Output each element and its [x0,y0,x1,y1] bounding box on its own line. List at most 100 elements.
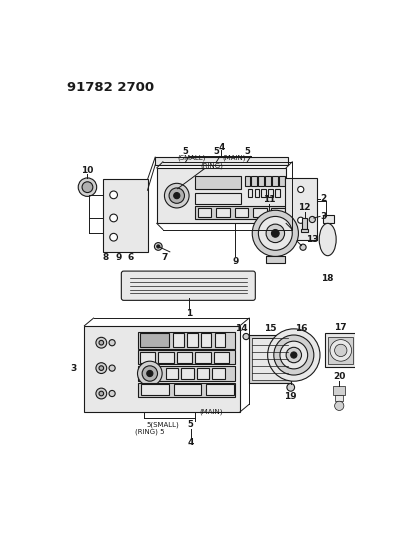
Text: 5: 5 [188,420,194,429]
Bar [234,208,248,217]
Circle shape [109,365,115,371]
Bar [328,336,353,364]
Text: (MAIN): (MAIN) [200,409,223,415]
Text: 4: 4 [218,143,225,151]
Text: 12: 12 [298,203,311,212]
Circle shape [96,363,107,374]
Text: (RING) 5: (RING) 5 [135,429,165,435]
Bar [195,206,286,219]
Text: 2: 2 [320,194,326,203]
Circle shape [272,230,279,237]
Bar [140,352,155,363]
Circle shape [110,191,118,199]
Text: 15: 15 [264,325,276,333]
Text: 1: 1 [186,309,192,318]
Bar [174,384,202,395]
Text: 5: 5 [213,147,219,156]
Text: 9: 9 [115,254,122,262]
Circle shape [99,366,104,370]
Bar [138,332,234,349]
Circle shape [174,192,180,199]
Circle shape [78,178,97,196]
Circle shape [164,183,189,208]
Bar [198,208,211,217]
Circle shape [96,388,107,399]
Bar [140,334,169,348]
Text: (SMALL): (SMALL) [177,155,206,161]
Bar [248,189,252,197]
Circle shape [309,216,315,223]
Circle shape [287,384,295,391]
Text: (RING): (RING) [201,163,224,169]
Text: 5(SMALL): 5(SMALL) [146,421,179,427]
Bar [201,334,211,348]
Bar [251,175,257,187]
Text: 11: 11 [263,195,276,204]
Circle shape [335,401,344,410]
Bar [326,334,356,367]
Bar [333,386,345,395]
Bar [335,395,343,401]
Bar [197,368,209,379]
Bar [158,352,174,363]
Circle shape [99,391,104,396]
Bar [323,215,334,223]
Bar [268,189,273,197]
Text: 7: 7 [161,254,168,262]
Bar [253,208,267,217]
Circle shape [109,340,115,346]
Bar [216,208,230,217]
Text: 17: 17 [335,323,347,332]
Text: 6: 6 [128,254,134,262]
Circle shape [268,329,320,381]
Circle shape [109,391,115,397]
Circle shape [280,341,308,369]
Circle shape [266,224,285,243]
Bar [138,350,234,364]
Circle shape [142,366,158,381]
Bar [187,334,198,348]
Bar [141,384,169,395]
Circle shape [286,348,301,363]
Text: 18: 18 [322,273,334,282]
Circle shape [298,217,304,223]
Text: (MAIN): (MAIN) [222,155,246,161]
Text: 4: 4 [187,438,194,447]
Text: 91782 2700: 91782 2700 [67,81,154,94]
Bar [252,338,287,379]
Bar [138,383,234,397]
Text: 19: 19 [284,392,297,401]
Text: 14: 14 [235,325,248,333]
Circle shape [154,243,162,251]
Bar [177,352,192,363]
Text: 3: 3 [70,365,77,374]
Circle shape [258,216,292,251]
Bar [181,368,194,379]
Bar [249,335,291,383]
Circle shape [169,188,185,203]
Bar [206,384,234,395]
Bar [266,256,285,263]
Bar [103,180,147,252]
Circle shape [335,344,347,357]
Text: 13: 13 [306,235,319,244]
Text: 10: 10 [81,166,93,175]
Text: 3: 3 [320,212,326,221]
Text: 5: 5 [244,147,250,156]
Circle shape [110,214,118,222]
Bar [255,189,259,197]
Circle shape [110,233,118,241]
Bar [301,229,308,232]
Circle shape [298,187,304,192]
Bar [138,366,234,381]
Bar [302,218,307,229]
Circle shape [157,245,160,248]
Bar [261,189,266,197]
Bar [84,326,240,412]
Bar [258,175,264,187]
Bar [214,352,229,363]
Bar [157,168,286,223]
Ellipse shape [319,223,336,256]
Circle shape [147,370,153,377]
Text: 16: 16 [295,325,308,333]
